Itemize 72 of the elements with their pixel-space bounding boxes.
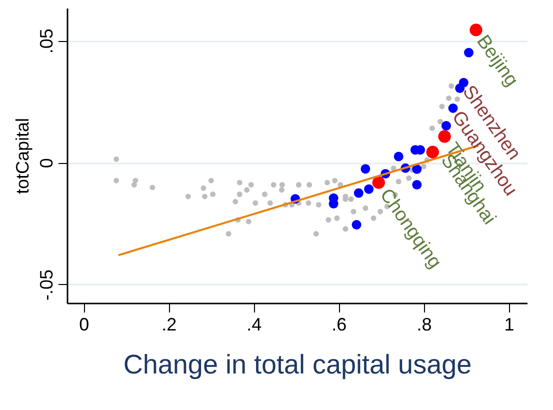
point xyxy=(464,48,474,58)
x-tick-label: .8 xyxy=(416,314,432,334)
point xyxy=(438,118,444,124)
point xyxy=(446,95,452,101)
point xyxy=(394,152,404,162)
point xyxy=(262,192,268,197)
point xyxy=(441,121,451,130)
point xyxy=(296,182,302,188)
point xyxy=(412,180,422,190)
point xyxy=(448,83,454,89)
point xyxy=(470,24,482,36)
point xyxy=(236,192,242,197)
point xyxy=(114,156,120,162)
point xyxy=(348,196,354,202)
point xyxy=(360,164,370,174)
point xyxy=(226,231,232,236)
point xyxy=(270,182,276,188)
point xyxy=(114,178,120,184)
point xyxy=(246,218,252,224)
point xyxy=(454,96,460,102)
point xyxy=(372,176,385,189)
point xyxy=(438,130,451,143)
point xyxy=(324,180,330,186)
point xyxy=(267,200,273,206)
point xyxy=(326,217,332,223)
point xyxy=(210,192,216,197)
point xyxy=(131,182,137,188)
point xyxy=(279,182,285,188)
x-tick-label: 0 xyxy=(79,314,90,334)
point xyxy=(448,103,458,113)
point xyxy=(370,215,376,221)
point xyxy=(306,200,312,206)
point xyxy=(248,182,254,188)
point xyxy=(420,164,426,170)
point xyxy=(202,194,208,200)
point xyxy=(236,180,242,186)
point xyxy=(429,125,435,131)
point xyxy=(439,104,445,110)
point xyxy=(232,198,238,204)
point xyxy=(362,205,368,211)
point xyxy=(332,178,338,184)
point xyxy=(342,226,348,232)
point xyxy=(334,215,340,221)
point xyxy=(306,182,312,188)
x-tick-label: .4 xyxy=(246,314,262,334)
point xyxy=(455,83,465,93)
point xyxy=(352,220,362,230)
point xyxy=(396,178,402,184)
point xyxy=(328,199,338,209)
point xyxy=(185,194,191,200)
point xyxy=(412,164,422,174)
point xyxy=(244,187,250,193)
point xyxy=(252,200,258,206)
y-tick-label: -.05 xyxy=(36,269,56,300)
x-tick-label: .2 xyxy=(162,314,177,334)
x-tick-label: 1 xyxy=(504,314,514,334)
point xyxy=(354,188,364,198)
point xyxy=(364,184,374,194)
point xyxy=(150,184,156,190)
y-axis-title: totCapital xyxy=(12,118,32,194)
y-tick-label: .05 xyxy=(36,28,56,54)
point xyxy=(278,187,284,193)
x-axis-title: Change in total capital usage xyxy=(123,350,472,380)
x-tick-label: .6 xyxy=(332,314,347,334)
point xyxy=(200,185,206,191)
y-tick-label: 0 xyxy=(36,158,56,168)
point xyxy=(406,175,412,181)
point xyxy=(426,146,439,158)
point xyxy=(313,231,319,236)
point xyxy=(208,178,214,184)
point xyxy=(350,208,356,214)
point xyxy=(316,202,322,208)
